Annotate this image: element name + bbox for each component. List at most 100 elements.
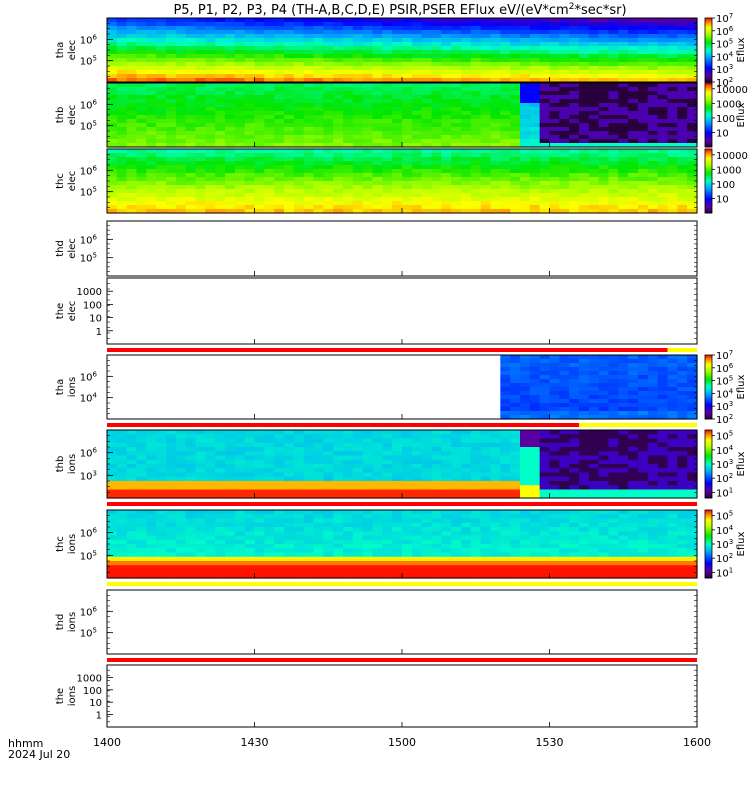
spectrogram-tha_elec bbox=[107, 18, 698, 83]
flag-bar-the_elec bbox=[107, 348, 697, 352]
y-tick-label: 106 bbox=[80, 605, 98, 618]
flag-bar-tha_ions bbox=[107, 423, 697, 427]
panel-label-line2: ions bbox=[67, 612, 78, 632]
panel-label-line2: elec bbox=[67, 238, 78, 259]
colorbar-tick-label: 105 bbox=[716, 38, 733, 51]
colorbar-thb_elec: 10000 1000 100 10 Eflux bbox=[704, 82, 748, 148]
panel-label-line2: elec bbox=[67, 105, 78, 126]
panel-label-line1: thc bbox=[55, 173, 66, 189]
y-tick-label: 100 bbox=[83, 300, 102, 311]
panel-frame-the_elec bbox=[106, 277, 698, 345]
colorbar-tick-label: 102 bbox=[716, 76, 733, 89]
x-tick-label: 1530 bbox=[536, 736, 564, 749]
y-tick-label: 105 bbox=[80, 186, 97, 199]
time-axis: 1400 1430 1500 1530 1600 bbox=[93, 77, 711, 749]
colorbar-label: Eflux bbox=[736, 451, 747, 476]
panel-label-line1: thc bbox=[55, 536, 66, 552]
colorbar-label: Eflux bbox=[736, 531, 747, 556]
title-main: P5, P1, P2, P3, P4 (TH-A,B,C,D,E) PSIR,P… bbox=[173, 3, 568, 18]
y-tick-label: 1 bbox=[96, 711, 102, 722]
colorbar-tick-label: 101 bbox=[716, 566, 733, 579]
panel-label-line1: the bbox=[55, 688, 66, 704]
panel-label-line2: ions bbox=[67, 454, 78, 474]
colorbar-label: Eflux bbox=[736, 102, 747, 127]
y-tick-label: 105 bbox=[80, 120, 97, 133]
panel-frame-thd_elec bbox=[106, 220, 698, 277]
colorbar-tick-label: 10 bbox=[716, 128, 729, 139]
panel-label-line2: ions bbox=[67, 377, 78, 397]
colorbar-tick-label: 103 bbox=[716, 63, 733, 76]
y-tick-label: 106 bbox=[80, 164, 98, 177]
colorbar-tick-label: 107 bbox=[716, 349, 733, 362]
colorbar-tick-label: 102 bbox=[716, 552, 733, 565]
colorbar-tick-label: 103 bbox=[716, 400, 733, 413]
y-tick-label: 106 bbox=[80, 33, 98, 46]
panel-label-line2: ions bbox=[67, 686, 78, 706]
colorbar-tick-label: 104 bbox=[716, 444, 734, 457]
y-tick-label: 105 bbox=[80, 55, 97, 68]
colorbar-label: Eflux bbox=[736, 374, 747, 399]
spectrogram-thb_elec bbox=[107, 83, 698, 148]
panel-thd_ions: 106 105 thd ions bbox=[55, 589, 698, 662]
y-tick-label: 104 bbox=[80, 392, 98, 405]
flag-bar-thc_ions bbox=[107, 582, 697, 586]
panel-label-line2: ions bbox=[67, 534, 78, 554]
spectrogram-thb_ions bbox=[107, 430, 698, 499]
colorbar-tick-label: 102 bbox=[716, 413, 733, 426]
y-tick-label: 105 bbox=[80, 627, 97, 640]
spectrogram-thc_ions bbox=[107, 510, 698, 579]
colorbar-tick-label: 102 bbox=[716, 472, 733, 485]
panel-frame-thd_ions bbox=[106, 589, 698, 655]
panel-thb_elec: 106 105 thb elec 10000 1000 100 10 Eflux bbox=[55, 82, 748, 148]
colorbar-tick-label: 10000 bbox=[716, 85, 748, 96]
panel-label-line1: thd bbox=[55, 614, 66, 631]
colorbar-tick-label: 10000 bbox=[716, 151, 748, 162]
title-superscript: 2 bbox=[569, 2, 575, 12]
colorbar-thc_elec: 10000 1000 100 10 bbox=[704, 148, 748, 214]
colorbar-tick-label: 104 bbox=[716, 387, 734, 400]
y-tick-label: 103 bbox=[80, 469, 97, 482]
colorbar-tick-label: 1000 bbox=[716, 165, 741, 176]
colorbar-tick-label: 106 bbox=[716, 362, 734, 375]
panel-label-line1: the bbox=[55, 303, 66, 319]
y-tick-label: 105 bbox=[80, 549, 97, 562]
date-label: 2024 Jul 20 bbox=[8, 748, 70, 761]
panel-label-line1: thb bbox=[55, 107, 66, 124]
y-tick-label: 10 bbox=[89, 314, 102, 325]
panel-label-line2: elec bbox=[67, 301, 78, 322]
colorbar-tick-label: 107 bbox=[716, 12, 733, 25]
time-prefix-label: hhmm bbox=[8, 737, 43, 750]
y-tick-label: 1000 bbox=[77, 287, 102, 298]
y-tick-label: 106 bbox=[80, 233, 98, 246]
panel-label-line1: thb bbox=[55, 456, 66, 473]
colorbar-tick-label: 101 bbox=[716, 486, 733, 499]
y-tick-label: 105 bbox=[80, 252, 97, 265]
y-tick-label: 100 bbox=[83, 686, 102, 697]
colorbar-tick-label: 105 bbox=[716, 430, 733, 443]
y-tick-label: 106 bbox=[80, 98, 98, 111]
colorbar-tick-label: 103 bbox=[716, 538, 733, 551]
colorbar-tick-label: 104 bbox=[716, 50, 734, 63]
y-tick-label: 1000 bbox=[77, 673, 102, 684]
y-tick-label: 106 bbox=[80, 527, 98, 540]
panel-the_elec: 1000 100 10 1 the elec bbox=[55, 277, 698, 352]
colorbar-tick-label: 105 bbox=[716, 510, 733, 523]
colorbar-tick-label: 100 bbox=[716, 180, 735, 191]
panel-label-line2: elec bbox=[67, 40, 78, 61]
panel-thc_elec: 106 105 thc elec 10000 1000 100 10 bbox=[55, 148, 748, 214]
y-tick-label: 106 bbox=[80, 447, 98, 460]
x-tick-label: 1500 bbox=[388, 736, 416, 749]
spectrogram-thc_elec bbox=[107, 149, 698, 214]
flag-bar-thb_ions bbox=[107, 502, 697, 506]
colorbar-label: Eflux bbox=[736, 37, 747, 62]
panel-label-line1: thd bbox=[55, 240, 66, 257]
y-tick-label: 106 bbox=[80, 370, 98, 383]
